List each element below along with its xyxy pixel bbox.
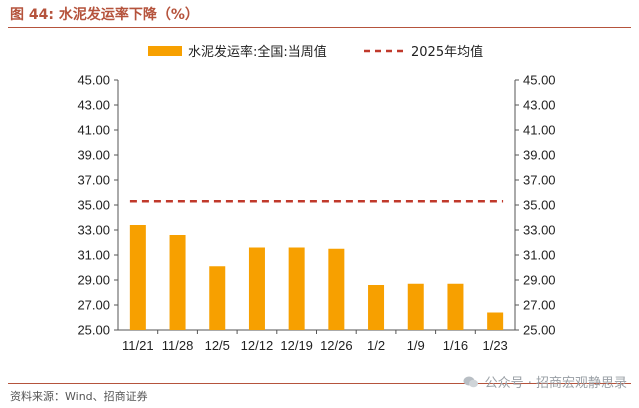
bar bbox=[328, 248, 345, 330]
x-tick-label: 11/21 bbox=[122, 338, 154, 353]
left-y-tick-label: 35.00 bbox=[77, 198, 110, 213]
right-y-tick-label: 45.00 bbox=[523, 73, 556, 88]
right-y-tick-label: 27.00 bbox=[523, 298, 556, 313]
left-y-tick-label: 45.00 bbox=[77, 73, 110, 88]
bar bbox=[209, 266, 226, 330]
right-y-tick-label: 33.00 bbox=[523, 223, 556, 238]
right-y-tick-label: 43.00 bbox=[523, 98, 556, 113]
left-y-tick-label: 39.00 bbox=[77, 148, 110, 163]
bar bbox=[169, 235, 186, 330]
x-tick-label: 12/12 bbox=[241, 338, 274, 353]
x-tick-label: 12/19 bbox=[280, 338, 313, 353]
left-y-tick-label: 29.00 bbox=[77, 273, 110, 288]
bar bbox=[368, 285, 385, 330]
bar bbox=[407, 283, 424, 330]
right-y-tick-label: 39.00 bbox=[523, 148, 556, 163]
chart-title: 图 44: 水泥发运率下降（%） bbox=[10, 7, 199, 23]
watermark: 公众号 · 招商宏观静思录 bbox=[463, 372, 627, 391]
bar bbox=[447, 283, 464, 330]
left-y-tick-label: 27.00 bbox=[77, 298, 110, 313]
bar bbox=[487, 312, 504, 330]
right-y-tick-label: 31.00 bbox=[523, 248, 556, 263]
legend-label-line: 2025年均值 bbox=[411, 44, 483, 60]
right-y-tick-label: 41.00 bbox=[523, 123, 556, 138]
left-y-tick-label: 37.00 bbox=[77, 173, 110, 188]
left-y-tick-label: 43.00 bbox=[77, 98, 110, 113]
bar bbox=[129, 225, 146, 330]
axes: 45.00 45.00 43.00 43.00 41.00 41.00 39.00 39.00… bbox=[77, 73, 555, 354]
source-note: 资料来源：Wind、招商证券 bbox=[10, 390, 148, 403]
x-tick-label: 1/23 bbox=[482, 338, 507, 353]
bars bbox=[129, 225, 504, 330]
left-y-tick-label: 41.00 bbox=[77, 123, 110, 138]
left-y-tick-label: 33.00 bbox=[77, 223, 110, 238]
footer-divider bbox=[8, 383, 631, 384]
right-y-tick-label: 29.00 bbox=[523, 273, 556, 288]
x-tick-label: 1/9 bbox=[407, 338, 425, 353]
left-y-tick-label: 31.00 bbox=[77, 248, 110, 263]
right-y-tick-label: 37.00 bbox=[523, 173, 556, 188]
legend: 水泥发运率:全国:当周值 2025年均值 bbox=[148, 44, 483, 60]
x-tick-label: 1/16 bbox=[443, 338, 468, 353]
right-y-tick-label: 25.00 bbox=[523, 323, 556, 338]
title-divider bbox=[8, 27, 631, 28]
legend-label-bar: 水泥发运率:全国:当周值 bbox=[188, 44, 327, 60]
x-tick-label: 11/28 bbox=[162, 338, 194, 353]
chart: 水泥发运率:全国:当周值 2025年均值 45.00 45.00 43.00 43.00… bbox=[77, 44, 555, 354]
left-y-tick-label: 25.00 bbox=[77, 323, 110, 338]
watermark-text: 公众号 · 招商宏观静思录 bbox=[484, 376, 627, 391]
right-y-tick-label: 35.00 bbox=[523, 198, 556, 213]
legend-swatch-bar bbox=[148, 46, 182, 56]
bar bbox=[248, 247, 265, 330]
x-tick-label: 12/26 bbox=[320, 338, 353, 353]
wechat-icon bbox=[463, 376, 478, 387]
x-tick-label: 12/5 bbox=[205, 338, 230, 353]
x-tick-label: 1/2 bbox=[367, 338, 385, 353]
bar bbox=[288, 247, 305, 330]
